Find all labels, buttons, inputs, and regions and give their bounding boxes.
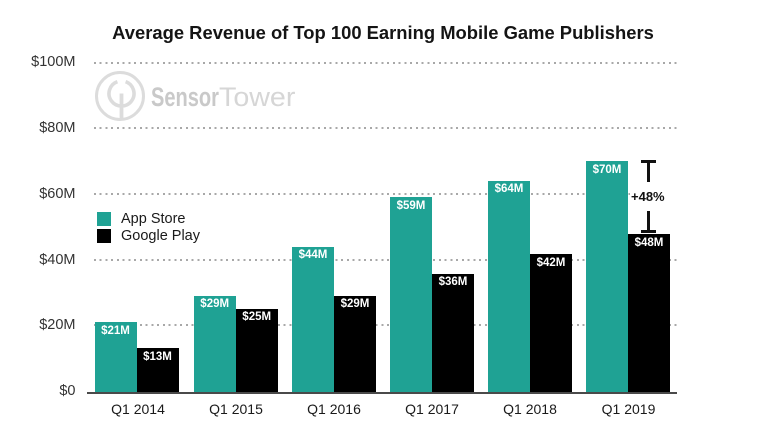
- svg-text:Tower: Tower: [219, 82, 295, 112]
- svg-text:Sensor: Sensor: [151, 82, 219, 112]
